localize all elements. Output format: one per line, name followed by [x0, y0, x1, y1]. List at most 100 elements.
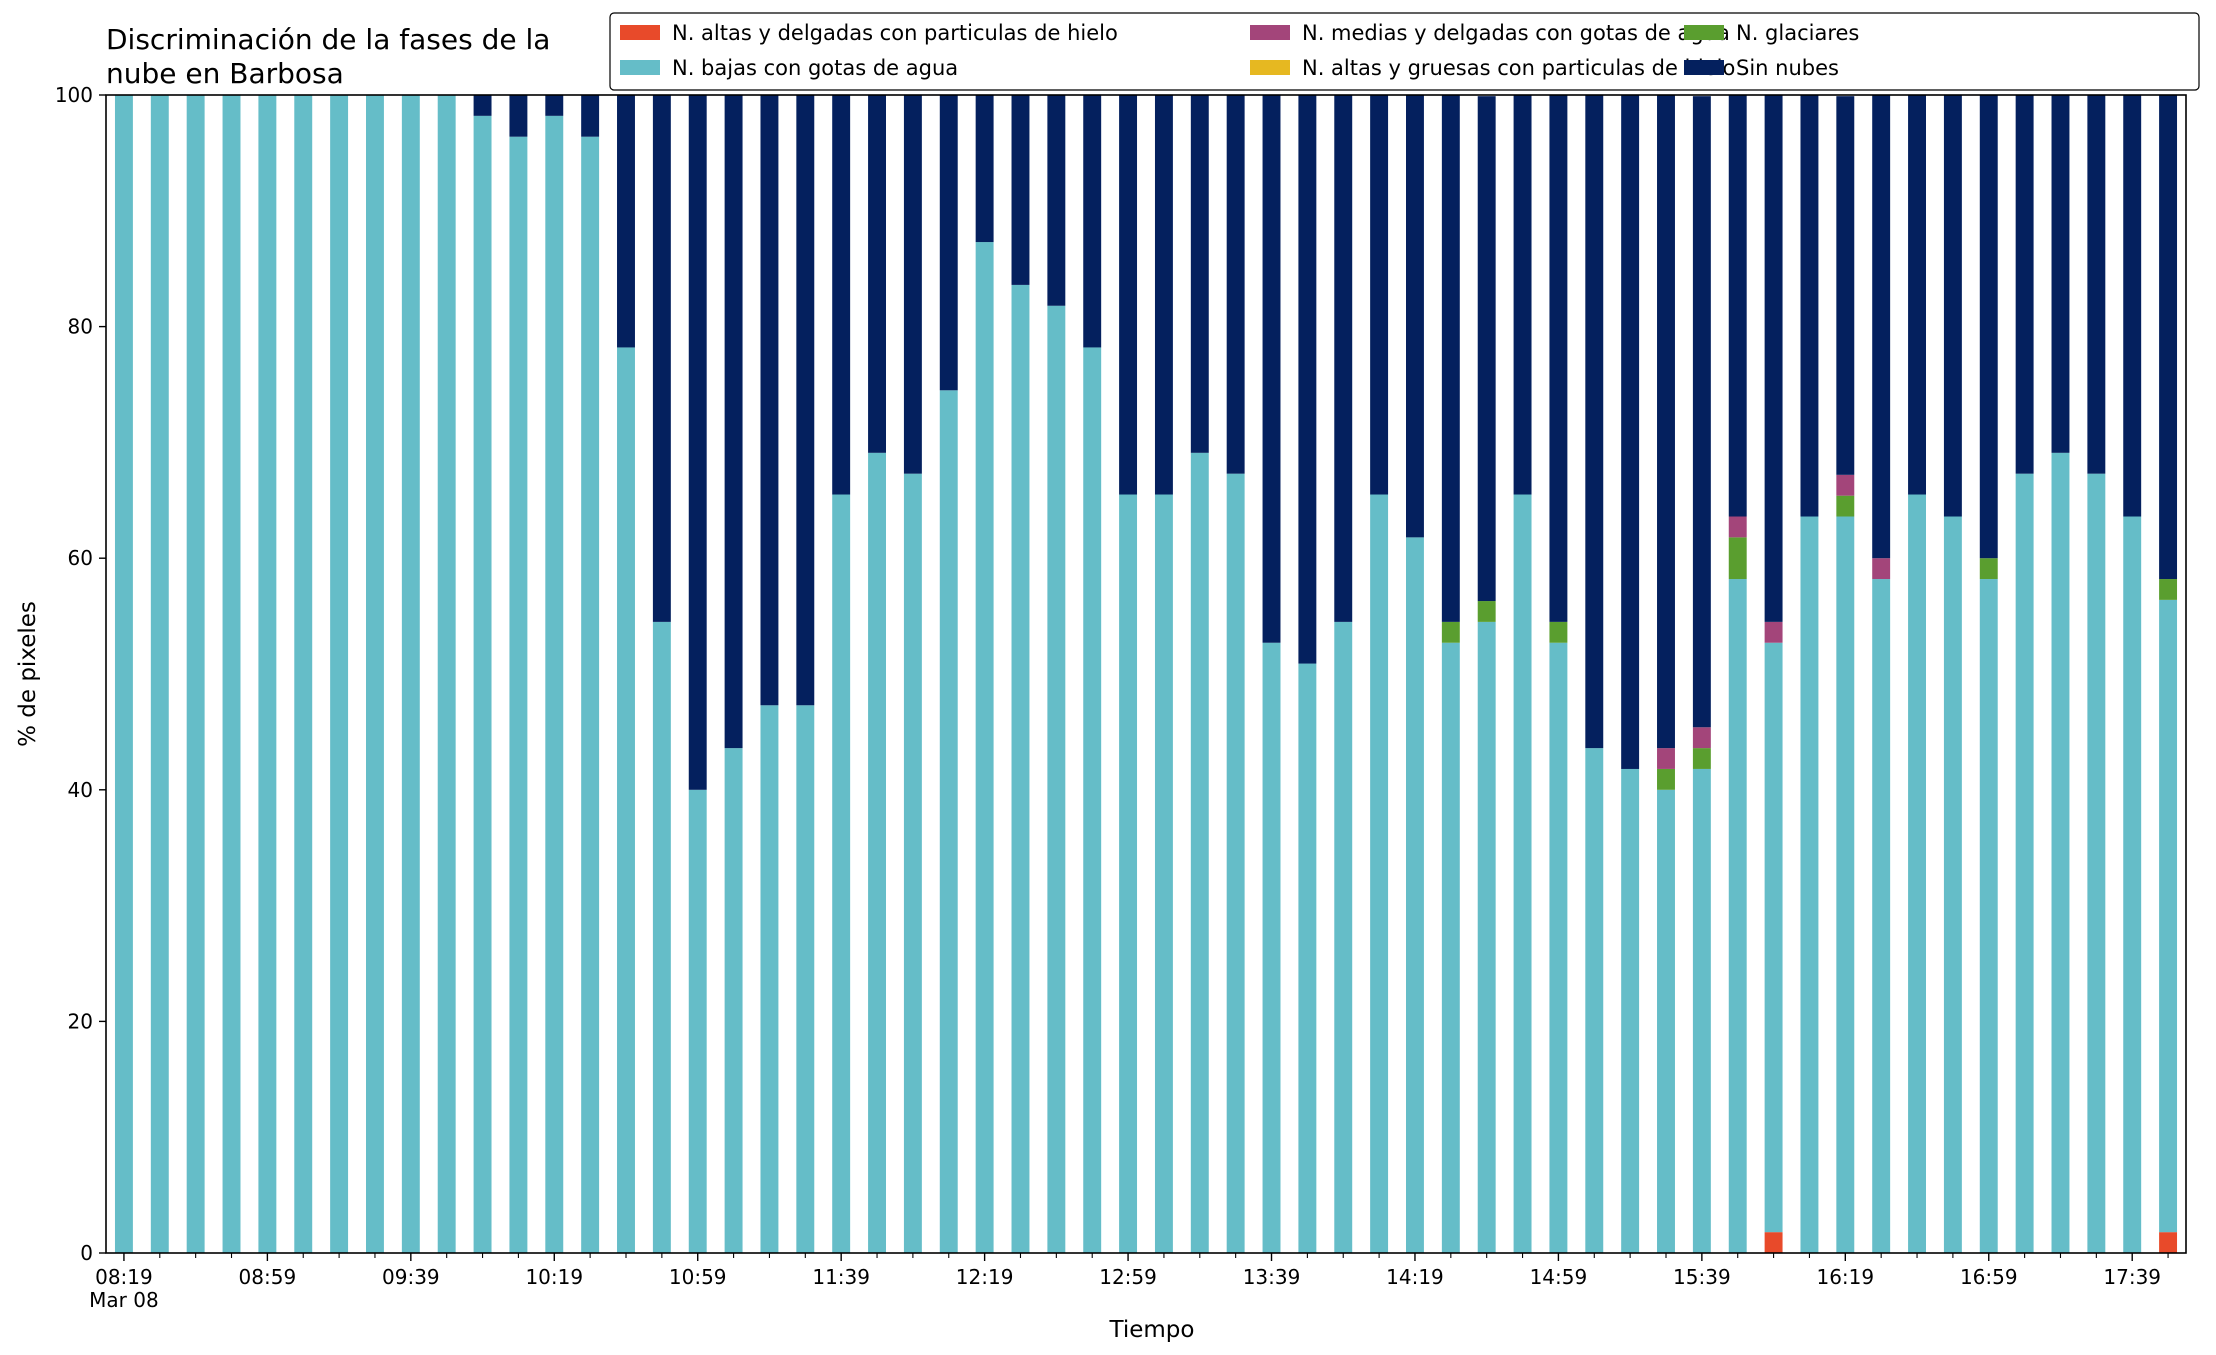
- bar-segment-sin-nubes-56: [2123, 95, 2142, 517]
- x-tick-label: 16:59: [1960, 1265, 2018, 1289]
- bar-segment-n-glaciares-38: [1477, 601, 1496, 622]
- y-tick-label: 0: [80, 1241, 93, 1265]
- bar-segment-n-bajas-con-gotas-de-agua-11: [509, 136, 528, 1254]
- bar-segment-n-bajas-con-gotas-de-agua-49: [1872, 579, 1891, 1253]
- bar-segment-n-bajas-con-gotas-de-agua-48: [1836, 516, 1855, 1253]
- bar-segment-sin-nubes-10: [473, 95, 492, 116]
- bar-segment-n-bajas-con-gotas-de-agua-0: [114, 95, 133, 1253]
- bar-segment-sin-nubes-50: [1908, 95, 1926, 495]
- bar-segment-sin-nubes-27: [1083, 95, 1102, 348]
- bar-segment-n-bajas-con-gotas-de-agua-38: [1477, 621, 1496, 1253]
- legend-label-n-medias-y-delgadas-con-gotas-de-agua: N. medias y delgadas con gotas de agua: [1302, 21, 1730, 45]
- bar-segment-sin-nubes-32: [1262, 95, 1281, 643]
- bar-segment-n-bajas-con-gotas-de-agua-30: [1190, 452, 1209, 1253]
- legend-swatch-sin-nubes: [1684, 60, 1724, 75]
- bars-layer: [114, 95, 2178, 1254]
- bar-segment-sin-nubes-48: [1836, 96, 1855, 475]
- bar-segment-sin-nubes-52: [1979, 95, 1998, 559]
- bar-segment-n-bajas-con-gotas-de-agua-13: [581, 136, 600, 1254]
- bar-segment-n-bajas-con-gotas-de-agua-19: [796, 705, 815, 1253]
- bar-segment-sin-nubes-42: [1621, 95, 1640, 769]
- legend: N. altas y delgadas con particulas de hi…: [609, 12, 2200, 91]
- chart-title-line-2: nube en Barbosa: [106, 57, 344, 90]
- y-axis-label: % de pixeles: [15, 601, 41, 747]
- bar-segment-sin-nubes-15: [652, 95, 671, 622]
- bar-segment-n-bajas-con-gotas-de-agua-47: [1800, 516, 1819, 1253]
- bar-segment-sin-nubes-31: [1226, 95, 1245, 474]
- bar-segment-n-altas-y-delgadas-con-particulas-de-hielo-57: [2159, 1232, 2178, 1253]
- bar-segment-n-medias-y-delgadas-con-gotas-de-agua-49: [1872, 558, 1891, 580]
- bar-segment-n-glaciares-57: [2159, 579, 2178, 600]
- bar-segment-n-bajas-con-gotas-de-agua-35: [1370, 494, 1389, 1253]
- plot-frame: [105, 94, 2187, 1254]
- y-tick-label: 80: [68, 315, 93, 339]
- bar-segment-n-bajas-con-gotas-de-agua-24: [975, 242, 994, 1253]
- bar-segment-n-bajas-con-gotas-de-agua-50: [1908, 494, 1926, 1253]
- legend-label-sin-nubes: Sin nubes: [1736, 56, 1839, 80]
- legend-swatch-n-glaciares: [1684, 25, 1724, 40]
- bar-segment-sin-nubes-44: [1692, 96, 1711, 728]
- bar-segment-sin-nubes-57: [2159, 95, 2178, 580]
- x-date-label: Mar 08: [89, 1288, 159, 1312]
- bar-segment-sin-nubes-47: [1800, 95, 1819, 517]
- bar-segment-n-bajas-con-gotas-de-agua-45: [1728, 579, 1747, 1253]
- bar-segment-sin-nubes-20: [832, 95, 851, 495]
- bar-segment-n-bajas-con-gotas-de-agua-55: [2087, 473, 2106, 1253]
- bar-segment-sin-nubes-36: [1406, 95, 1424, 538]
- bar-segment-n-bajas-con-gotas-de-agua-4: [258, 95, 277, 1253]
- bar-segment-n-bajas-con-gotas-de-agua-46: [1764, 642, 1783, 1233]
- bar-segment-sin-nubes-25: [1011, 95, 1030, 285]
- bar-segment-sin-nubes-41: [1585, 95, 1604, 749]
- bar-segment-n-bajas-con-gotas-de-agua-1: [150, 95, 169, 1253]
- x-axis: 08:19 08:59 09:39 10:19 10:59 11:39 12:19 12:59…: [89, 1253, 2169, 1312]
- bar-segment-n-altas-y-delgadas-con-particulas-de-hielo-46: [1764, 1232, 1783, 1253]
- bar-segment-sin-nubes-12: [545, 95, 564, 116]
- bar-segment-sin-nubes-45: [1728, 95, 1747, 517]
- x-tick-label: 10:59: [669, 1265, 727, 1289]
- x-tick-label: 12:59: [1099, 1265, 1157, 1289]
- bar-segment-n-bajas-con-gotas-de-agua-9: [437, 95, 456, 1253]
- bar-segment-n-bajas-con-gotas-de-agua-12: [545, 115, 564, 1254]
- x-tick-label: 14:59: [1530, 1265, 1588, 1289]
- bar-segment-n-bajas-con-gotas-de-agua-33: [1298, 663, 1317, 1253]
- bar-segment-n-glaciares-43: [1657, 768, 1675, 790]
- bar-segment-sin-nubes-13: [581, 95, 600, 137]
- bar-segment-n-bajas-con-gotas-de-agua-39: [1513, 494, 1532, 1253]
- bar-segment-n-bajas-con-gotas-de-agua-53: [2015, 473, 2034, 1253]
- bar-segment-n-medias-y-delgadas-con-gotas-de-agua-43: [1657, 748, 1675, 769]
- bar-segment-n-glaciares-45: [1728, 537, 1747, 580]
- bar-segment-sin-nubes-30: [1190, 95, 1209, 453]
- bar-segment-sin-nubes-35: [1370, 95, 1389, 495]
- bar-segment-n-medias-y-delgadas-con-gotas-de-agua-46: [1764, 621, 1783, 643]
- x-tick-label: 17:39: [2103, 1265, 2161, 1289]
- bar-segment-n-medias-y-delgadas-con-gotas-de-agua-44: [1692, 727, 1711, 749]
- x-tick-label: 15:39: [1673, 1265, 1731, 1289]
- bar-segment-n-bajas-con-gotas-de-agua-8: [401, 95, 420, 1253]
- y-tick-label: 100: [55, 83, 93, 107]
- bar-segment-n-bajas-con-gotas-de-agua-31: [1226, 473, 1245, 1253]
- bar-segment-n-bajas-con-gotas-de-agua-21: [868, 452, 886, 1253]
- bar-segment-sin-nubes-21: [868, 95, 886, 453]
- bar-segment-n-bajas-con-gotas-de-agua-6: [330, 95, 349, 1253]
- bar-segment-sin-nubes-29: [1154, 95, 1173, 495]
- bar-segment-n-bajas-con-gotas-de-agua-28: [1119, 494, 1138, 1253]
- bar-segment-sin-nubes-24: [975, 95, 994, 243]
- x-tick-label: 08:59: [239, 1265, 297, 1289]
- bar-segment-n-bajas-con-gotas-de-agua-51: [1943, 516, 1962, 1253]
- bar-segment-sin-nubes-53: [2015, 95, 2034, 474]
- bar-segment-n-bajas-con-gotas-de-agua-23: [939, 390, 958, 1253]
- bar-segment-sin-nubes-26: [1047, 95, 1066, 306]
- bar-segment-sin-nubes-18: [760, 95, 779, 706]
- bar-segment-n-bajas-con-gotas-de-agua-2: [186, 95, 205, 1253]
- bar-segment-sin-nubes-16: [688, 95, 707, 790]
- bar-segment-n-bajas-con-gotas-de-agua-5: [294, 95, 313, 1253]
- bar-segment-sin-nubes-14: [617, 95, 635, 348]
- bar-segment-n-glaciares-52: [1979, 558, 1998, 580]
- bar-segment-sin-nubes-39: [1513, 95, 1532, 495]
- bar-segment-n-bajas-con-gotas-de-agua-15: [652, 621, 671, 1253]
- bar-segment-n-bajas-con-gotas-de-agua-26: [1047, 305, 1066, 1253]
- bar-segment-n-medias-y-delgadas-con-gotas-de-agua-48: [1836, 474, 1855, 496]
- bar-segment-n-bajas-con-gotas-de-agua-37: [1441, 642, 1460, 1253]
- bar-segment-sin-nubes-37: [1441, 95, 1460, 622]
- legend-label-n-glaciares: N. glaciares: [1736, 21, 1859, 45]
